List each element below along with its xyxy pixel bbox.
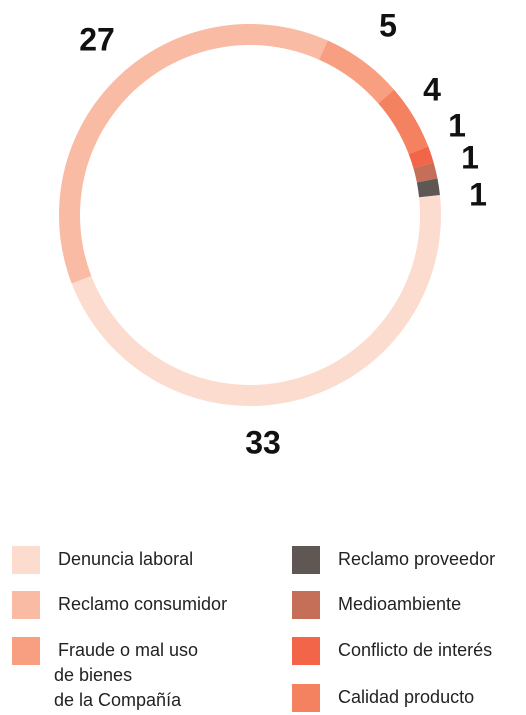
donut-segment <box>71 195 441 406</box>
donut-segment <box>413 162 438 183</box>
data-label: 27 <box>79 21 115 57</box>
legend-label: Conflicto de interés <box>338 640 492 660</box>
legend-swatch <box>292 684 320 712</box>
data-label: 1 <box>448 107 466 143</box>
legend-label: Reclamo consumidor <box>58 594 227 614</box>
data-label: 4 <box>423 71 441 107</box>
legend-swatch <box>292 591 320 619</box>
legend-label: Calidad producto <box>338 687 474 707</box>
legend-swatch <box>12 591 40 619</box>
legend-label: Fraude o mal uso de bienes de la Compañía <box>54 640 198 710</box>
legend-swatch <box>292 637 320 665</box>
legend-swatch <box>12 637 40 665</box>
legend-swatch <box>12 546 40 574</box>
data-label: 5 <box>379 7 397 43</box>
legend-label: Reclamo proveedor <box>338 549 495 569</box>
legend-label: Denuncia laboral <box>58 549 193 569</box>
data-label: 33 <box>245 424 281 460</box>
donut-segment <box>416 178 440 198</box>
donut-segment <box>378 89 429 155</box>
legend-swatch <box>292 546 320 574</box>
donut-segment <box>59 24 328 284</box>
donut-segment <box>408 146 434 169</box>
donut-segment <box>319 40 395 104</box>
data-label: 1 <box>469 176 487 212</box>
data-label: 1 <box>461 139 479 175</box>
legend-label: Medioambiente <box>338 594 461 614</box>
